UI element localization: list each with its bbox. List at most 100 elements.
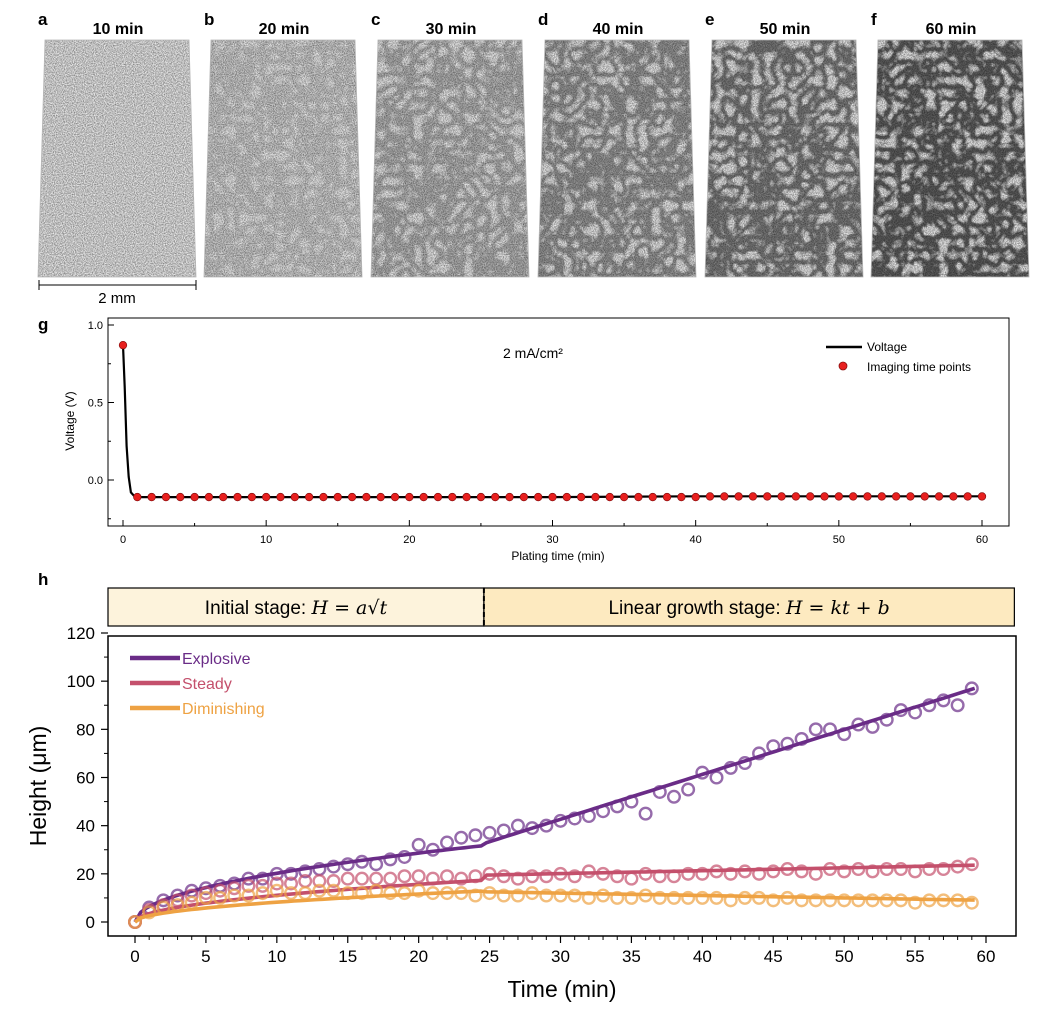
legend-label: Explosive bbox=[182, 651, 251, 668]
imaging-point bbox=[262, 492, 271, 502]
data-point bbox=[766, 864, 781, 879]
data-point bbox=[709, 890, 724, 905]
voltage-series-line bbox=[121, 345, 982, 499]
imaging-point bbox=[863, 492, 872, 501]
tomography-panels: a 10 min b 20 min c 30 min d 40 min e 50 min f 60 m… bbox=[37, 10, 1030, 278]
data-point bbox=[567, 888, 582, 903]
fit-line bbox=[133, 686, 976, 923]
imaging-point bbox=[319, 492, 328, 502]
data-point bbox=[610, 890, 625, 905]
data-point bbox=[369, 871, 384, 886]
stage-box bbox=[483, 587, 1015, 627]
data-point bbox=[383, 871, 398, 886]
data-point bbox=[652, 890, 667, 905]
panel-label-b: b bbox=[204, 10, 214, 29]
imaging-point bbox=[963, 492, 972, 501]
tomography-image-b bbox=[204, 40, 362, 277]
imaging-point bbox=[419, 492, 428, 502]
imaging-point bbox=[247, 492, 257, 502]
x-tick-label: 50 bbox=[833, 534, 845, 546]
imaging-point bbox=[519, 492, 529, 502]
current-density-annotation: 2 mA/cm² bbox=[503, 345, 563, 361]
data-point bbox=[638, 866, 653, 881]
data-point bbox=[624, 890, 639, 905]
y-tick-label: 1.0 bbox=[88, 320, 103, 332]
imaging-point bbox=[548, 492, 557, 502]
tomography-image-e bbox=[705, 40, 863, 277]
imaging-point bbox=[949, 492, 958, 501]
data-point bbox=[681, 866, 696, 881]
imaging-point bbox=[648, 492, 657, 502]
imaging-point bbox=[362, 492, 371, 502]
data-point bbox=[255, 886, 270, 901]
data-point bbox=[411, 837, 426, 852]
data-point bbox=[482, 825, 497, 840]
data-point bbox=[184, 888, 199, 903]
data-point bbox=[681, 890, 696, 905]
data-point bbox=[950, 698, 965, 713]
y-tick-label: 0.5 bbox=[88, 398, 103, 410]
panel-title-f: 60 min bbox=[926, 21, 977, 38]
data-point bbox=[454, 871, 469, 886]
voltage-legend: Voltage Imaging time points bbox=[826, 340, 971, 374]
y-tick-label: 0.0 bbox=[88, 475, 103, 487]
stage-label: Initial stage: H = a√t bbox=[205, 597, 388, 619]
panel-label-e: e bbox=[705, 10, 714, 29]
panel-label-f: f bbox=[871, 10, 877, 29]
data-point bbox=[284, 876, 299, 891]
data-point bbox=[227, 888, 242, 903]
data-point bbox=[837, 893, 852, 908]
imaging-point bbox=[877, 492, 886, 501]
x-tick-label: 40 bbox=[693, 947, 712, 966]
y-tick-label: 40 bbox=[76, 817, 95, 836]
data-point bbox=[227, 881, 242, 896]
x-tick-label: 60 bbox=[976, 534, 988, 546]
data-point bbox=[255, 871, 270, 886]
data-point bbox=[284, 866, 299, 881]
imaging-point bbox=[705, 492, 715, 501]
imaging-point bbox=[290, 492, 299, 502]
data-point bbox=[198, 886, 213, 901]
data-point bbox=[709, 770, 724, 785]
imaging-point bbox=[190, 492, 199, 502]
voltage-y-axis-label: Voltage (V) bbox=[63, 391, 77, 450]
voltage-chart: g 0 10 20 30 40 50 60 1.0 0.5 0.0 2 mA/cm² Voltag… bbox=[38, 315, 1010, 563]
imaging-point bbox=[376, 492, 385, 502]
imaging-point bbox=[147, 492, 156, 502]
fit-line bbox=[133, 889, 975, 924]
x-tick-label: 20 bbox=[409, 947, 428, 966]
data-point bbox=[354, 886, 369, 901]
imaging-point bbox=[304, 492, 314, 502]
data-point bbox=[539, 888, 554, 903]
data-point bbox=[127, 915, 142, 930]
data-point bbox=[695, 890, 710, 905]
data-point bbox=[681, 782, 696, 797]
imaging-point bbox=[576, 492, 586, 502]
panel-label-h: h bbox=[38, 570, 48, 589]
y-tick-label: 100 bbox=[67, 672, 95, 691]
y-tick-label: 20 bbox=[76, 865, 95, 884]
y-tick-label: 0 bbox=[86, 913, 95, 932]
panel-title-d: 40 min bbox=[593, 21, 644, 38]
imaging-point bbox=[118, 341, 128, 350]
imaging-point bbox=[763, 492, 772, 501]
panel-label-d: d bbox=[538, 10, 548, 29]
data-point bbox=[851, 893, 866, 908]
imaging-point bbox=[505, 492, 514, 502]
x-tick-label: 30 bbox=[546, 534, 558, 546]
legend-label: Steady bbox=[182, 676, 232, 693]
x-tick-label: 20 bbox=[403, 534, 415, 546]
imaging-point bbox=[204, 492, 214, 502]
imaging-point bbox=[562, 492, 571, 502]
x-tick-label: 35 bbox=[622, 947, 641, 966]
panel-title-e: 50 min bbox=[760, 21, 811, 38]
data-point bbox=[695, 866, 710, 881]
data-point bbox=[808, 893, 823, 908]
imaging-point bbox=[977, 492, 987, 501]
stage-box bbox=[107, 587, 485, 627]
panel-title-b: 20 min bbox=[259, 21, 310, 38]
data-point bbox=[156, 893, 171, 908]
panel-title-a: 10 min bbox=[93, 21, 144, 38]
imaging-point bbox=[233, 492, 242, 502]
imaging-point bbox=[605, 492, 614, 502]
